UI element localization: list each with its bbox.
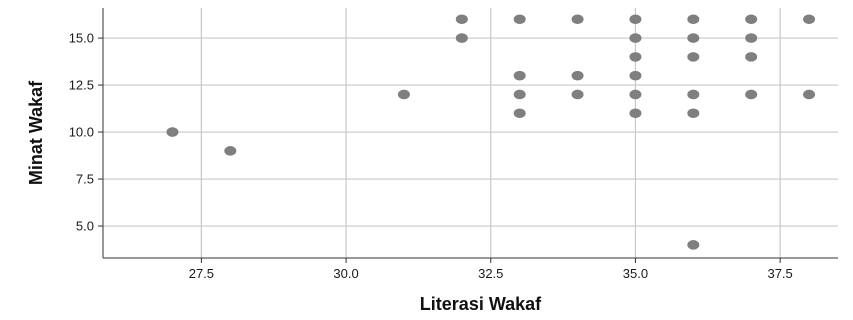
x-axis-title: Literasi Wakaf bbox=[420, 294, 542, 314]
data-point bbox=[745, 14, 758, 25]
y-tick-label: 7.5 bbox=[76, 172, 94, 187]
data-point bbox=[629, 70, 642, 81]
data-point bbox=[397, 89, 410, 100]
y-tick-label: 15.0 bbox=[69, 31, 94, 46]
data-point bbox=[224, 146, 237, 156]
data-point bbox=[571, 89, 584, 100]
data-point bbox=[629, 52, 642, 62]
data-point bbox=[629, 14, 642, 25]
data-point bbox=[166, 127, 179, 137]
data-point bbox=[513, 89, 526, 100]
data-point bbox=[687, 14, 700, 25]
data-point bbox=[629, 108, 642, 119]
data-point bbox=[687, 33, 700, 43]
data-point bbox=[513, 108, 526, 119]
data-point bbox=[629, 33, 642, 43]
y-axis-ticks: 5.0 7.5 10.0 12.5 15.0 bbox=[69, 31, 103, 234]
data-point bbox=[687, 52, 700, 62]
data-point bbox=[803, 14, 816, 25]
data-point bbox=[455, 33, 468, 43]
x-tick-label: 32.5 bbox=[478, 266, 503, 281]
data-point bbox=[745, 89, 758, 100]
data-point bbox=[571, 70, 584, 81]
data-point bbox=[571, 14, 584, 25]
data-point bbox=[687, 240, 700, 250]
x-tick-label: 30.0 bbox=[333, 266, 358, 281]
data-points bbox=[166, 14, 816, 250]
data-point bbox=[455, 14, 468, 25]
data-point bbox=[687, 89, 700, 100]
x-axis-ticks: 27.5 30.0 32.5 35.0 37.5 bbox=[189, 258, 793, 281]
data-point bbox=[803, 89, 816, 100]
data-point bbox=[513, 14, 526, 25]
y-tick-label: 10.0 bbox=[69, 125, 94, 140]
y-tick-label: 5.0 bbox=[76, 219, 94, 234]
y-tick-label: 12.5 bbox=[69, 78, 94, 93]
grid-lines bbox=[103, 8, 838, 258]
data-point bbox=[745, 33, 758, 43]
x-tick-label: 35.0 bbox=[623, 266, 648, 281]
data-point bbox=[687, 108, 700, 119]
data-point bbox=[745, 52, 758, 62]
x-tick-label: 37.5 bbox=[767, 266, 792, 281]
x-tick-label: 27.5 bbox=[189, 266, 214, 281]
data-point bbox=[629, 89, 642, 100]
y-axis-title: Minat Wakaf bbox=[26, 80, 46, 185]
data-point bbox=[513, 70, 526, 81]
